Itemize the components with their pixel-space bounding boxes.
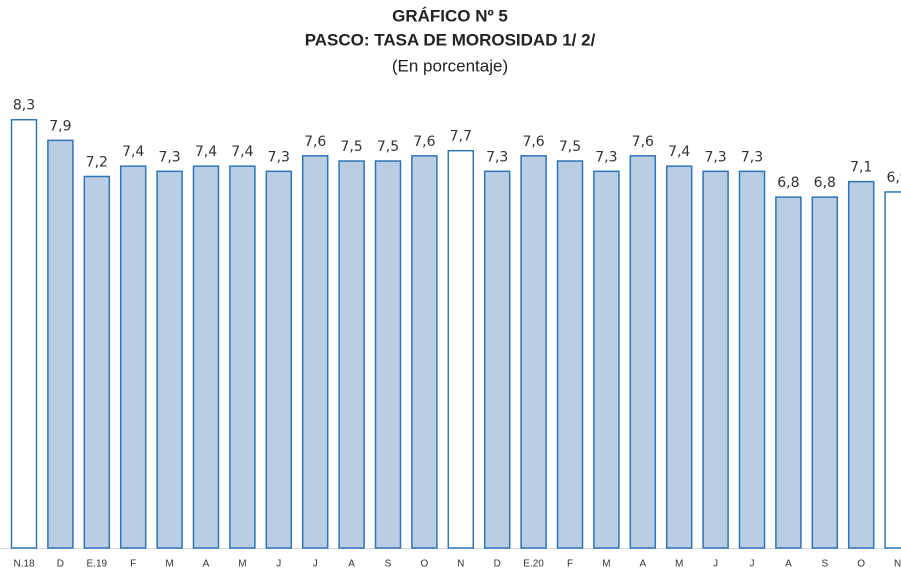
value-label: 6,8 [777,175,799,191]
value-label: 7,6 [632,134,654,150]
bar [665,165,693,549]
bar [447,149,475,549]
value-label: 7,3 [268,149,290,165]
value-label: 7,4 [668,144,690,160]
value-label: 7,5 [559,139,581,155]
value-label: 7,3 [595,149,617,165]
chart-title: GRÁFICO Nº 5 [392,6,508,25]
value-label: 7,7 [450,129,472,145]
bar [811,196,839,549]
x-tick-label: M [238,559,246,570]
x-tick-label: E.19 [87,559,108,570]
x-tick-label: D [494,559,501,570]
value-label: 7,2 [86,154,108,170]
bar [629,155,657,549]
x-tick-label: J [750,559,755,570]
value-label: 7,4 [195,144,217,160]
x-tick-label: D [57,559,64,570]
bar [884,191,901,549]
value-label: 7,4 [231,144,253,160]
bar [229,165,256,549]
bar [83,175,111,549]
chart-subtitle: PASCO: TASA DE MOROSIDAD 1/ 2/ [305,30,596,49]
bar [775,196,802,549]
x-tick-label: A [785,559,792,570]
value-label: 7,3 [158,149,180,165]
x-tick-label: O [421,559,429,570]
value-label: 6,8 [814,175,836,191]
bar [593,170,620,549]
value-label: 7,3 [704,149,726,165]
x-tick-label: M [675,559,683,570]
bar [10,118,38,549]
x-tick-label: J [313,559,318,570]
x-tick-label: A [639,559,646,570]
bar [265,170,293,549]
bar [338,160,365,549]
x-tick-label: J [276,559,281,570]
x-tick-label: N [894,559,901,570]
x-tick-label: A [203,559,210,570]
x-tick-label: S [385,559,392,570]
bar [556,160,584,549]
x-tick-label: F [567,559,573,570]
bar [192,165,220,549]
value-label: 7,6 [304,134,326,150]
bar [374,160,402,549]
value-label: 7,6 [522,134,544,150]
bar [520,155,547,549]
x-tick-label: J [713,559,718,570]
value-label: 7,3 [741,149,763,165]
x-tick-label: N [457,559,464,570]
value-label: 7,5 [377,139,399,155]
unit-note: (En porcentaje) [392,56,508,75]
value-label: 8,3 [13,98,35,114]
bar [47,139,74,549]
x-tick-label: N.18 [13,559,35,570]
value-label: 7,3 [486,149,508,165]
x-tick-label: M [602,559,610,570]
x-tick-label: A [348,559,355,570]
bar [301,155,329,549]
bar [702,170,729,549]
value-label: 6,9 [886,170,901,186]
x-tick-label: E.20 [523,559,544,570]
x-tick-label: M [165,559,173,570]
value-label: 7,9 [49,118,71,134]
value-label: 7,1 [850,160,872,176]
value-label: 7,6 [413,134,435,150]
value-label: 7,5 [340,139,362,155]
bar [411,155,438,549]
bar [483,170,511,549]
x-tick-label: O [857,559,865,570]
bar [119,165,147,549]
bar [156,170,183,549]
value-label: 7,4 [122,144,144,160]
x-tick-label: F [130,559,136,570]
x-tick-label: S [821,559,828,570]
bar [847,180,875,549]
bar [738,170,766,549]
